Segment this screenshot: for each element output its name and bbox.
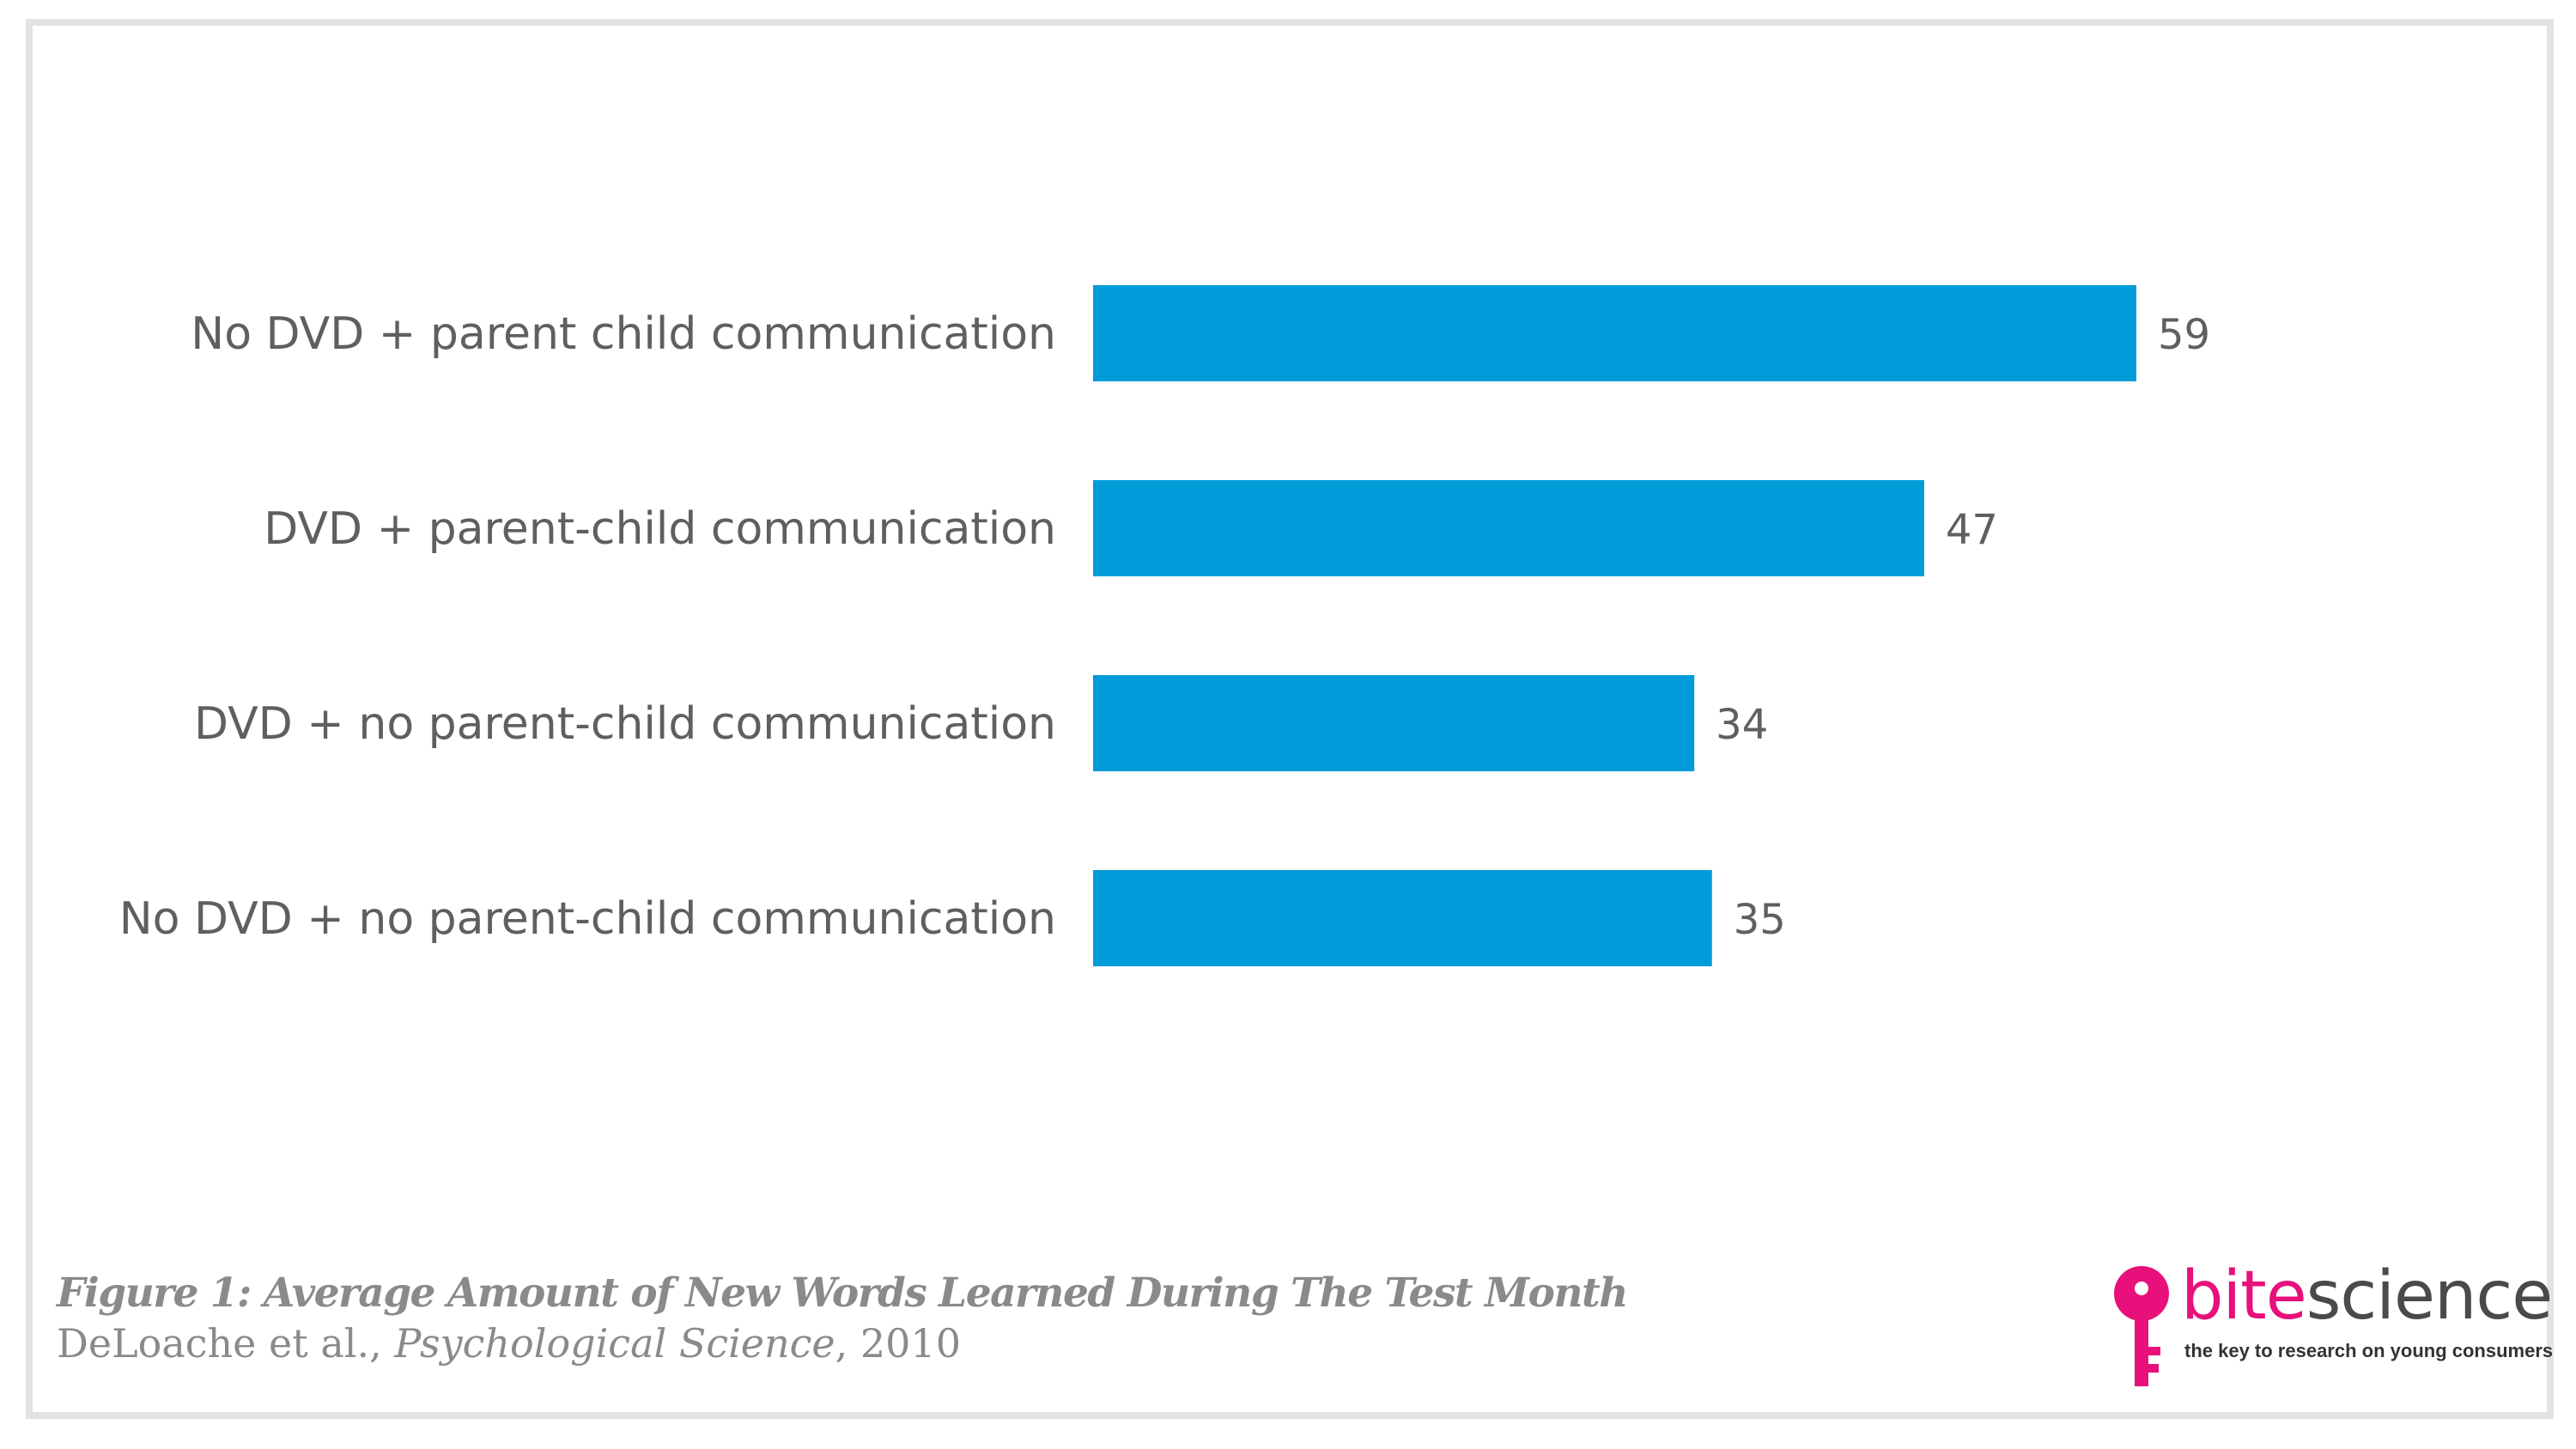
source-authors: DeLoache et al.,	[57, 1320, 395, 1367]
category-label: DVD + no parent-child communication	[194, 698, 1056, 750]
value-label: 59	[2158, 311, 2210, 359]
category-label: No DVD + no parent-child communication	[119, 893, 1056, 945]
category-label: DVD + parent-child communication	[264, 503, 1056, 555]
brand-name: bitescience	[2181, 1257, 2553, 1335]
brand-tagline: the key to research on young consumers	[2184, 1340, 2554, 1361]
figure-title: Figure 1: Average Amount of New Words Le…	[57, 1269, 1628, 1317]
bar	[1093, 285, 2136, 381]
category-label: No DVD + parent child communication	[191, 308, 1056, 360]
value-label: 47	[1946, 506, 1998, 554]
bar	[1093, 870, 1712, 966]
source-year: , 2010	[835, 1320, 961, 1367]
value-label: 34	[1716, 701, 1768, 749]
figure-source: DeLoache et al., Psychological Science, …	[57, 1320, 1627, 1367]
key-icon	[2114, 1266, 2169, 1386]
brand-name-part2: science	[2306, 1257, 2553, 1335]
value-label: 35	[1734, 896, 1786, 944]
brand-name-part1: bite	[2181, 1257, 2307, 1335]
bar	[1093, 480, 1924, 576]
figure-caption: Figure 1: Average Amount of New Words Le…	[57, 1269, 1628, 1367]
bitescience-logo: bitescience the key to research on young…	[2111, 1257, 2553, 1391]
source-journal: Psychological Science	[394, 1320, 835, 1367]
bar	[1093, 675, 1695, 771]
